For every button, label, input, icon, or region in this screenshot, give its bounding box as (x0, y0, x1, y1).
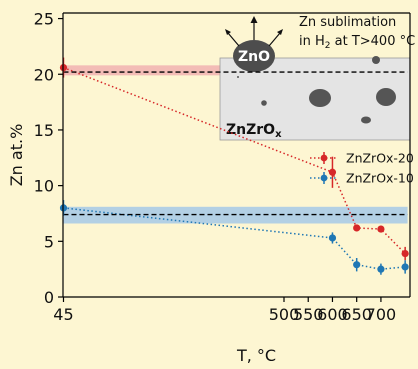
data-point-0-2 (353, 224, 361, 232)
x-tick-label: 650 (341, 305, 372, 324)
y-tick-label: 15 (34, 121, 54, 140)
zno-particle (233, 40, 275, 72)
zr-particle-4 (376, 88, 396, 106)
sublimation-arrow-right (268, 32, 281, 47)
zr-particle-5 (361, 116, 371, 124)
x-tick-label: 600 (317, 305, 348, 324)
legend-marker-0 (320, 154, 328, 162)
x-tick-label: 45 (53, 305, 73, 324)
data-point-1-2 (353, 261, 361, 269)
y-tick-label: 0 (44, 288, 54, 307)
zr-particle-3 (309, 89, 331, 107)
sublimation-caption-line-1: Zn sublimation (299, 15, 396, 30)
y-tick-label: 25 (34, 10, 54, 29)
legend-label-0: ZnZrOx-20 (346, 151, 414, 166)
series-line-1 (63, 207, 406, 270)
sublimation-caption-line-2: in H2 at T>400 °C (299, 34, 415, 51)
zr-particle-1 (372, 56, 380, 64)
sublimation-arrow-left (227, 32, 240, 47)
data-point-1-1 (328, 234, 337, 242)
data-point-0-3 (377, 225, 385, 233)
y-tick-label: 5 (44, 232, 54, 251)
sublimation-inset: ZnO ZnZrOx Zn sublimation in H2 at T>400… (219, 15, 415, 141)
x-tick-label: 550 (293, 305, 324, 324)
y-tick-label: 20 (34, 65, 54, 84)
x-axis-label: T, °C (236, 346, 276, 364)
sublimation-arrowhead-left (225, 29, 231, 35)
x-tick-label: 500 (269, 305, 300, 324)
legend-marker-1 (320, 174, 328, 182)
data-point-1-3 (377, 265, 385, 273)
sublimation-arrowhead-right (277, 29, 283, 35)
sublimation-arrowhead-up (250, 16, 258, 23)
zr-particle-6 (237, 76, 239, 78)
legend-label-1: ZnZrOx-10 (346, 171, 414, 186)
data-point-0-1 (328, 168, 337, 176)
zno-label: ZnO (238, 49, 270, 65)
inset-label: ZnZrOx (226, 122, 282, 140)
data-point-1-4 (401, 263, 409, 271)
y-tick-label: 10 (34, 177, 54, 196)
zr-particle-2 (261, 100, 267, 106)
y-axis-label: Zn at.% (7, 124, 26, 187)
data-point-0-4 (401, 249, 409, 258)
x-tick-label: 700 (366, 305, 397, 324)
